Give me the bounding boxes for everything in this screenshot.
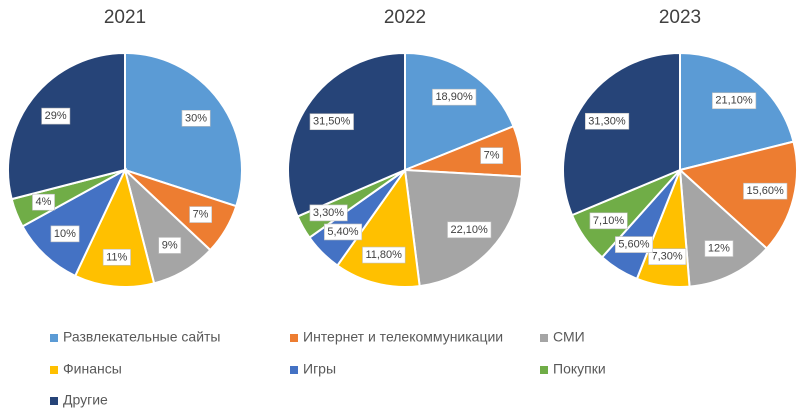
data-label: 31,30% <box>585 112 630 130</box>
chart-title: 2023 <box>659 7 701 28</box>
data-label-text: 31,30% <box>588 115 626 127</box>
data-label: 9% <box>158 237 182 254</box>
data-label-text: 30% <box>185 112 207 124</box>
data-label-text: 7,30% <box>651 251 682 263</box>
legend-label: Финансы <box>63 361 122 377</box>
data-label: 10% <box>50 225 80 243</box>
data-label: 30% <box>181 110 211 127</box>
data-label: 29% <box>41 107 71 125</box>
data-label-text: 12% <box>708 243 730 255</box>
data-label-box <box>189 206 212 223</box>
data-label: 7,30% <box>648 248 687 266</box>
legend-label: Покупки <box>553 361 606 377</box>
data-label-text: 11,80% <box>365 249 402 261</box>
data-label: 31,50% <box>309 113 354 131</box>
data-label: 7% <box>189 206 212 223</box>
data-label-text: 10% <box>54 228 76 240</box>
data-label: 7,10% <box>589 212 628 230</box>
data-label: 12% <box>704 240 734 257</box>
pie-slice <box>73 167 156 288</box>
data-label-text: 9% <box>162 239 178 251</box>
pie-slice <box>124 51 243 208</box>
legend-swatch <box>290 334 298 342</box>
data-label-box <box>432 88 477 106</box>
data-label-box <box>589 212 628 230</box>
pie-slice <box>678 167 769 288</box>
pie-slice <box>404 51 515 172</box>
legend-swatch <box>540 366 548 374</box>
data-label: 22,10% <box>447 221 492 239</box>
data-label-box <box>41 107 71 125</box>
data-label: 7% <box>480 147 504 164</box>
legend-swatch <box>290 366 298 374</box>
data-label-box <box>309 204 348 222</box>
chart-title: 2021 <box>104 7 146 28</box>
data-label: 11,80% <box>362 246 406 264</box>
legend-label: Игры <box>303 361 336 377</box>
data-label-box <box>362 246 406 264</box>
data-label-box <box>447 221 492 239</box>
data-label-text: 15,60% <box>746 185 784 197</box>
data-label-box <box>50 225 80 243</box>
legend-swatch <box>540 334 548 342</box>
data-label-text: 7% <box>193 209 209 221</box>
legend-swatch <box>50 334 58 342</box>
data-label: 15,60% <box>743 182 788 200</box>
data-label: 18,90% <box>432 88 477 106</box>
data-label-text: 5,60% <box>618 239 649 251</box>
data-label-box <box>648 248 687 266</box>
data-label-text: 29% <box>45 110 67 122</box>
pie-slice <box>7 51 126 201</box>
data-label-text: 11% <box>106 251 127 263</box>
data-label-text: 18,90% <box>435 91 473 103</box>
data-label-box <box>158 237 182 254</box>
data-label-box <box>102 248 131 266</box>
chart-title: 2022 <box>384 7 426 28</box>
data-label: 4% <box>32 193 55 211</box>
data-label-box <box>181 110 211 127</box>
data-label: 5,60% <box>615 236 654 253</box>
data-label: 11% <box>102 248 131 266</box>
data-label-text: 22,10% <box>450 224 488 236</box>
legend-label: Развлекательные сайты <box>63 329 221 345</box>
data-label: 5,40% <box>324 223 363 241</box>
data-label-text: 21,10% <box>715 95 753 107</box>
legend-label: Интернет и телекоммуникации <box>303 329 503 345</box>
data-label-box <box>309 113 354 131</box>
data-label-box <box>743 182 788 200</box>
data-label-text: 7% <box>484 150 500 162</box>
pie-slice <box>562 51 681 217</box>
pie-slice <box>677 140 797 250</box>
data-label-box <box>480 147 504 164</box>
data-label-box <box>615 236 654 253</box>
data-label-text: 3,30% <box>313 207 344 219</box>
legend-label: СМИ <box>553 329 585 345</box>
data-label-text: 7,10% <box>593 215 624 227</box>
legend-swatch <box>50 397 58 405</box>
data-label-box <box>704 240 734 257</box>
legend-label: Другие <box>63 392 108 408</box>
data-label-box <box>585 112 630 130</box>
data-label-box <box>324 223 363 241</box>
legend-swatch <box>50 366 58 374</box>
data-label-text: 4% <box>35 196 51 208</box>
data-label-box <box>712 92 757 110</box>
data-label-text: 31,50% <box>313 116 351 128</box>
data-label-box <box>32 193 55 211</box>
pie-slice <box>287 51 406 218</box>
data-label: 21,10% <box>712 92 757 110</box>
pie-slice <box>21 167 128 278</box>
pie-slice <box>679 51 795 172</box>
data-label: 3,30% <box>309 204 348 222</box>
data-label-text: 5,40% <box>327 226 358 238</box>
